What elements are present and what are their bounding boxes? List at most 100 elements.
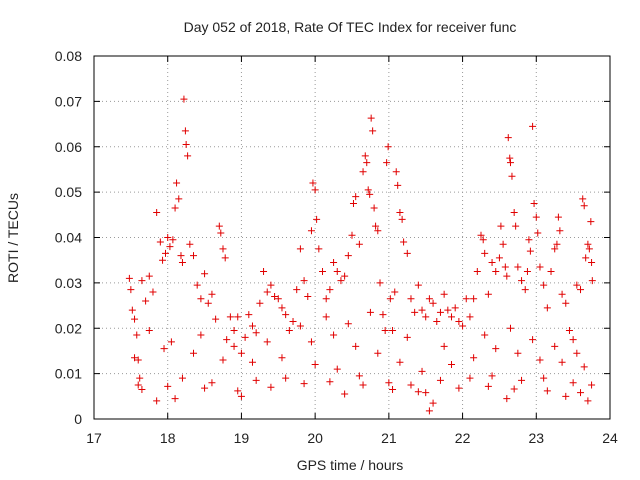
data-point bbox=[529, 122, 537, 130]
data-point bbox=[473, 268, 481, 276]
data-point bbox=[374, 349, 382, 357]
x-axis: 17 18 19 20 21 22 23 24 bbox=[86, 56, 618, 446]
data-point bbox=[289, 317, 297, 325]
y-tick-label: 0.03 bbox=[55, 275, 82, 291]
data-point bbox=[510, 385, 518, 393]
data-point bbox=[359, 381, 367, 389]
data-point bbox=[503, 272, 511, 280]
data-point bbox=[479, 236, 487, 244]
data-point bbox=[394, 181, 402, 189]
data-point bbox=[514, 349, 522, 357]
data-point bbox=[173, 179, 181, 187]
data-point bbox=[580, 202, 588, 210]
data-point bbox=[508, 172, 516, 180]
data-point bbox=[223, 336, 231, 344]
data-point bbox=[543, 304, 551, 312]
data-point bbox=[488, 372, 496, 380]
data-point bbox=[495, 254, 503, 262]
data-point bbox=[326, 286, 334, 294]
y-axis-label: ROTI / TECUs bbox=[5, 193, 21, 283]
data-point bbox=[142, 297, 150, 305]
data-point bbox=[300, 380, 308, 388]
data-point bbox=[128, 306, 136, 314]
data-point bbox=[164, 382, 172, 390]
data-point bbox=[145, 327, 153, 335]
data-point bbox=[263, 338, 271, 346]
data-point bbox=[134, 381, 142, 389]
data-point bbox=[440, 342, 448, 350]
data-point bbox=[540, 374, 548, 382]
y-tick-label: 0 bbox=[74, 411, 82, 427]
data-point bbox=[414, 281, 422, 289]
data-point bbox=[330, 258, 338, 266]
data-point bbox=[167, 338, 175, 346]
data-point bbox=[359, 168, 367, 176]
data-point bbox=[171, 204, 179, 212]
data-point bbox=[554, 213, 562, 221]
data-point bbox=[547, 268, 555, 276]
data-point bbox=[370, 204, 378, 212]
data-point bbox=[127, 286, 135, 294]
data-point bbox=[341, 272, 349, 280]
data-point bbox=[532, 213, 540, 221]
data-point bbox=[201, 270, 209, 278]
x-tick-label: 20 bbox=[307, 430, 323, 446]
data-point bbox=[366, 190, 374, 198]
data-point bbox=[582, 254, 590, 262]
data-point bbox=[230, 327, 238, 335]
data-point bbox=[577, 389, 585, 397]
data-point bbox=[565, 327, 573, 335]
data-point bbox=[514, 263, 522, 271]
data-point bbox=[543, 387, 551, 395]
data-point bbox=[212, 315, 220, 323]
data-point bbox=[558, 358, 566, 366]
data-point bbox=[361, 152, 369, 160]
y-tick-label: 0.02 bbox=[55, 320, 82, 336]
data-point bbox=[497, 222, 505, 230]
data-point bbox=[349, 199, 357, 207]
data-point bbox=[587, 218, 595, 226]
data-point bbox=[234, 387, 242, 395]
data-point bbox=[573, 349, 581, 357]
data-point bbox=[477, 231, 485, 239]
data-point bbox=[282, 311, 290, 319]
data-point bbox=[569, 336, 577, 344]
data-point bbox=[562, 392, 570, 400]
data-point bbox=[429, 299, 437, 307]
data-point bbox=[422, 389, 430, 397]
data-point bbox=[499, 240, 507, 248]
x-tick-label: 19 bbox=[234, 430, 250, 446]
data-point bbox=[525, 236, 533, 244]
data-point bbox=[355, 240, 363, 248]
data-point bbox=[171, 395, 179, 403]
data-point bbox=[407, 381, 415, 389]
data-point bbox=[307, 338, 315, 346]
data-point bbox=[418, 367, 426, 375]
data-point bbox=[175, 195, 183, 203]
data-point bbox=[166, 243, 174, 251]
data-point bbox=[341, 390, 349, 398]
data-point bbox=[556, 227, 564, 235]
data-point bbox=[309, 179, 317, 187]
data-point bbox=[204, 299, 212, 307]
data-point bbox=[504, 134, 512, 142]
data-point bbox=[241, 333, 249, 341]
data-point bbox=[530, 199, 538, 207]
data-point bbox=[385, 379, 393, 387]
x-tick-label: 22 bbox=[455, 430, 471, 446]
data-point bbox=[372, 222, 380, 230]
y-axis: 0 0.01 0.02 0.03 0.04 0.05 0.06 0.07 0.08 bbox=[55, 48, 610, 427]
data-point bbox=[178, 258, 186, 266]
data-point bbox=[344, 252, 352, 260]
data-point bbox=[436, 376, 444, 384]
data-point bbox=[271, 292, 279, 300]
data-point bbox=[184, 152, 192, 160]
data-point bbox=[484, 290, 492, 298]
x-axis-label: GPS time / hours bbox=[297, 457, 404, 473]
data-point bbox=[164, 234, 172, 241]
data-point bbox=[252, 329, 260, 337]
data-point bbox=[190, 252, 198, 260]
data-point bbox=[521, 286, 529, 294]
x-tick-label: 23 bbox=[528, 430, 544, 446]
